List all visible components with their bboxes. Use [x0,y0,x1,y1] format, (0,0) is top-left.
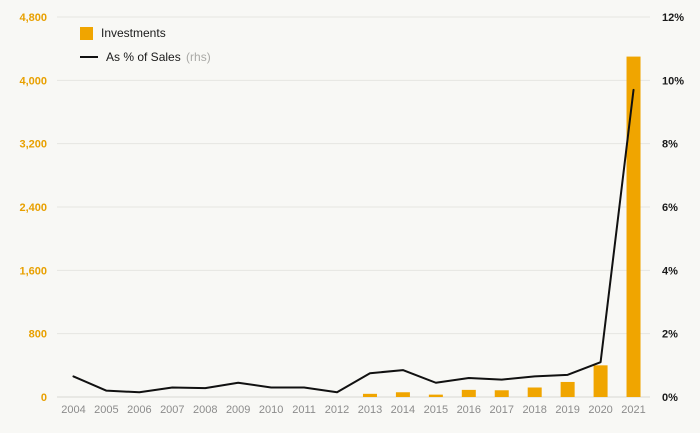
investments-bar [527,387,542,397]
x-axis-tick-label: 2016 [457,404,481,416]
chart-legend: Investments As % of Sales (rhs) [80,26,211,64]
left-axis-tick-label: 2,400 [19,202,47,214]
x-axis-tick-label: 2006 [127,404,151,416]
x-axis-tick-label: 2008 [193,404,217,416]
x-axis-tick-label: 2011 [292,404,316,416]
x-axis-tick-label: 2012 [325,404,349,416]
right-axis-tick-label: 12% [662,12,684,24]
x-axis-tick-label: 2005 [94,404,118,416]
x-axis-tick-label: 2019 [555,404,579,416]
right-axis-tick-label: 4% [662,265,678,277]
x-axis-tick-label: 2009 [226,404,250,416]
legend-label-suffix: (rhs) [186,50,211,64]
x-axis-tick-label: 2018 [522,404,546,416]
x-axis-tick-label: 2007 [160,404,184,416]
left-axis-tick-label: 800 [29,329,47,341]
investments-bar [593,365,608,397]
x-axis-tick-label: 2010 [259,404,283,416]
x-axis-tick-label: 2015 [424,404,448,416]
bar-swatch-icon [80,26,93,40]
x-axis-tick-label: 2013 [358,404,382,416]
legend-item-pct-of-sales: As % of Sales (rhs) [80,50,211,64]
left-axis-tick-label: 1,600 [19,265,47,277]
investments-bar [428,394,443,397]
x-axis-tick-label: 2021 [621,404,645,416]
investments-bar [560,381,575,397]
legend-item-investments: Investments [80,26,211,40]
investments-bar [494,390,509,397]
x-axis-tick-label: 2020 [588,404,612,416]
x-axis-tick-label: 2017 [490,404,514,416]
pct-of-sales-line [72,88,635,394]
legend-label-text: As % of Sales [106,50,181,64]
investments-bar [362,393,377,397]
x-axis-tick-label: 2014 [391,404,415,416]
left-axis-tick-label: 4,000 [19,75,47,87]
right-axis-tick-label: 8% [662,139,678,151]
line-swatch-icon [80,56,98,58]
investments-bar [395,392,410,397]
investments-bar [626,56,641,397]
left-axis-tick-label: 4,800 [19,12,47,24]
left-axis-tick-label: 0 [41,392,47,404]
right-axis-tick-label: 10% [662,75,684,87]
investments-bar [461,389,476,397]
x-axis-tick-label: 2004 [61,404,85,416]
left-axis-tick-label: 3,200 [19,139,47,151]
legend-label-investments: Investments [101,26,166,40]
right-axis-tick-label: 0% [662,392,678,404]
legend-label-pct-of-sales: As % of Sales (rhs) [106,50,211,64]
right-axis-tick-label: 2% [662,329,678,341]
right-axis-tick-label: 6% [662,202,678,214]
